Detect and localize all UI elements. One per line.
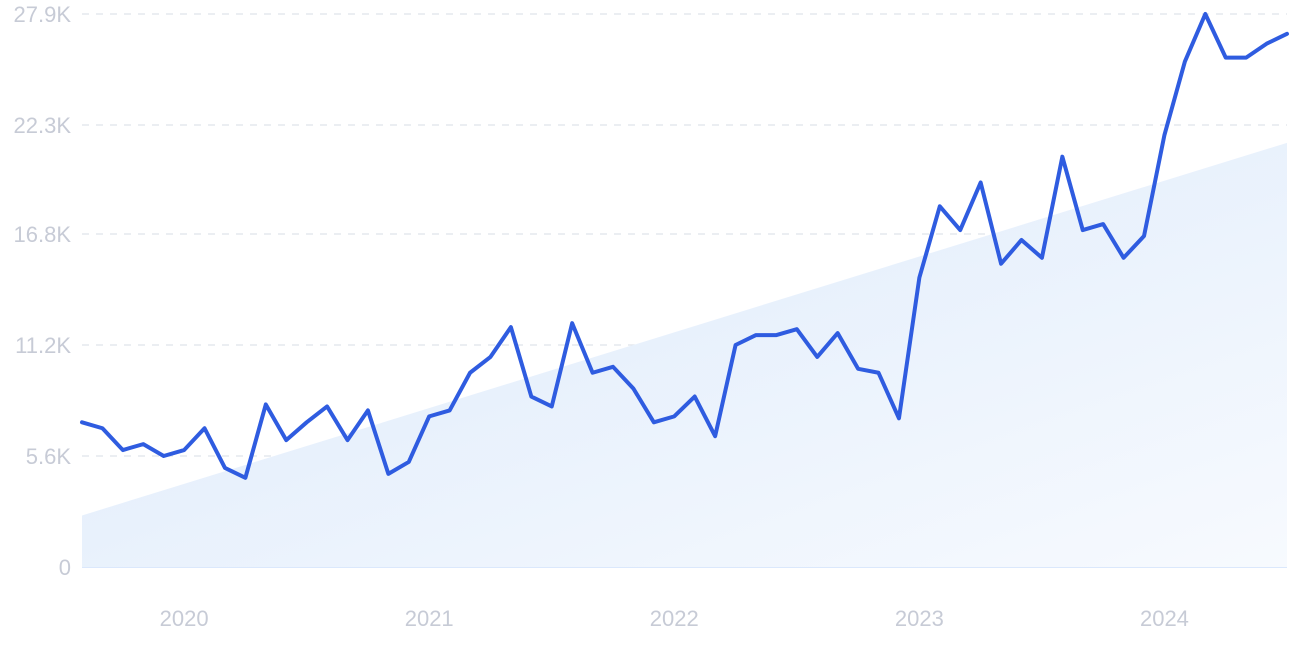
trend-area-shape: [82, 142, 1287, 567]
y-tick-label: 22.3K: [14, 113, 72, 138]
y-tick-label: 0: [59, 555, 71, 580]
series-line: [80, 12, 1289, 480]
y-axis: 0 5.6K 11.2K 16.8K 22.3K 27.9K: [14, 2, 72, 580]
x-tick-label: 2020: [160, 606, 209, 631]
y-tick-label: 16.8K: [14, 222, 72, 247]
x-tick-label: 2023: [895, 606, 944, 631]
x-tick-label: 2021: [405, 606, 454, 631]
x-tick-label: 2024: [1140, 606, 1189, 631]
y-tick-label: 27.9K: [14, 2, 72, 27]
y-tick-label: 5.6K: [26, 444, 72, 469]
trend-area: [82, 142, 1287, 567]
y-tick-label: 11.2K: [15, 333, 71, 358]
x-axis: 2020 2021 2022 2023 2024: [160, 606, 1189, 631]
x-tick-label: 2022: [650, 606, 699, 631]
series-layer: [80, 12, 1289, 480]
